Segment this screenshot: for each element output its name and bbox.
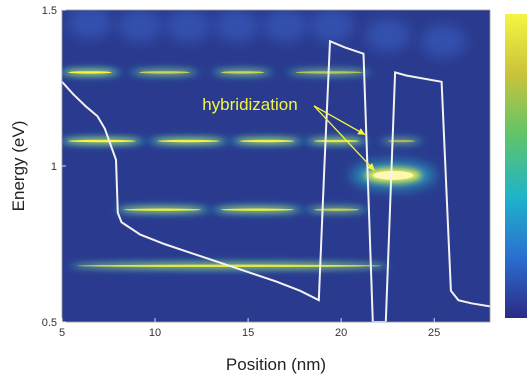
- x-tick-label-10: 10: [149, 327, 161, 339]
- energy-band-line-5: [157, 139, 220, 143]
- energy-band-line-8: [388, 139, 416, 143]
- interference-fringes: [67, 10, 466, 58]
- energy-band-line-11: [313, 208, 360, 211]
- fringe-6: [365, 18, 410, 51]
- energy-band-6: [229, 136, 305, 147]
- annotation-arrow-0: [313, 105, 366, 136]
- x-tick-label-20: 20: [335, 327, 347, 339]
- energy-band-line-0: [68, 71, 112, 74]
- x-axis: 5 10 15 20 25: [59, 318, 440, 339]
- x-tick-label-25: 25: [428, 327, 440, 339]
- fringe-5: [309, 10, 354, 42]
- fringe-7: [421, 25, 466, 58]
- y-tick-label-1.5: 1.5: [42, 5, 57, 17]
- annotation-label: hybridization: [202, 95, 297, 114]
- y-tick-label-0.5: 0.5: [42, 317, 57, 329]
- x-axis-label: Position (nm): [226, 355, 326, 374]
- fringe-4: [263, 10, 308, 42]
- y-axis-label: Energy (eV): [9, 121, 28, 212]
- heatmap-layer: [62, 10, 490, 322]
- annotation-arrowhead-1: [367, 163, 375, 171]
- potential-profile-line: [62, 39, 490, 322]
- energy-band-8: [378, 136, 426, 147]
- x-tick-label-5: 5: [59, 327, 65, 339]
- hotspot-center: [373, 170, 414, 180]
- colorbar: [505, 14, 527, 318]
- energy-band-line-6: [239, 139, 295, 143]
- fringe-1: [118, 10, 163, 42]
- annotation-arrowhead-0: [357, 128, 366, 135]
- energy-band-4: [62, 136, 147, 147]
- energy-band-5: [147, 136, 230, 147]
- annotation: hybridization: [202, 95, 376, 172]
- energy-band-11: [303, 204, 370, 215]
- energy-band-line-10: [220, 208, 295, 211]
- fringe-2: [166, 10, 211, 42]
- energy-band-line-9: [123, 208, 202, 211]
- annotation-arrow-1: [313, 105, 376, 172]
- energy-band-1: [128, 67, 200, 78]
- energy-band-line-2: [220, 71, 265, 74]
- energy-band-2: [210, 67, 275, 78]
- y-axis: 0.5 1 1.5: [42, 5, 66, 329]
- fringe-3: [214, 10, 259, 42]
- fringe-0: [67, 10, 112, 39]
- energy-levels: [62, 67, 426, 271]
- energy-band-7: [303, 136, 370, 147]
- energy-band-line-4: [68, 139, 137, 143]
- energy-band-0: [62, 67, 122, 78]
- energy-band-line-7: [313, 139, 360, 143]
- x-tick-label-15: 15: [242, 327, 254, 339]
- hybridization-hotspot: [351, 161, 436, 190]
- energy-band-9: [113, 204, 212, 215]
- y-tick-label-1: 1: [51, 161, 57, 173]
- plot-area: [62, 10, 490, 322]
- energy-band-line-1: [138, 71, 190, 74]
- energy-band-10: [210, 204, 305, 215]
